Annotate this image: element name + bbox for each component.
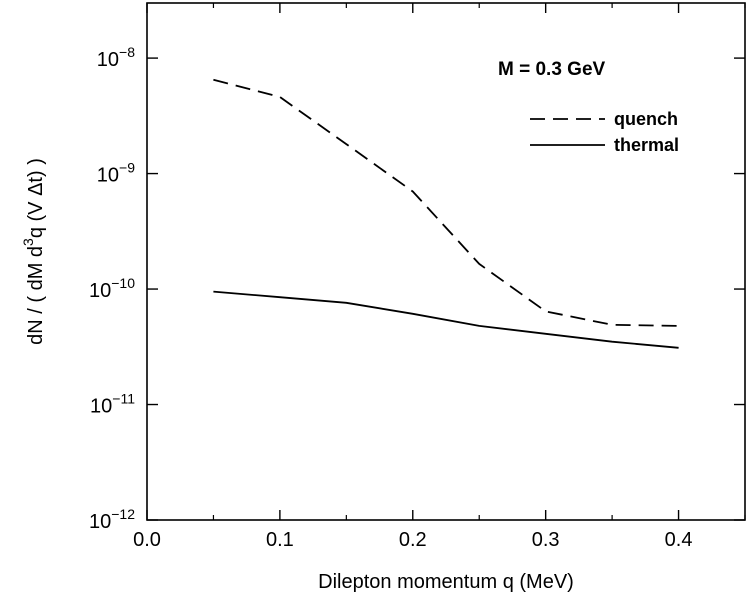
x-axis-title: Dilepton momentum q (MeV) xyxy=(318,571,574,593)
x-tick-label: 0.2 xyxy=(399,529,427,551)
y-tick-base: 10 xyxy=(89,280,111,302)
legend-label-thermal: thermal xyxy=(614,135,679,155)
x-tick-label: 0.4 xyxy=(665,529,693,551)
y-tick-exponent: −11 xyxy=(112,391,135,407)
y-tick-label: 10−8 xyxy=(97,44,135,71)
y-tick-base: 10 xyxy=(97,165,119,187)
y-tick-label: 10−11 xyxy=(90,391,135,418)
axis-ticks xyxy=(146,3,746,521)
y-tick-exponent: −12 xyxy=(111,506,135,522)
plot-frame xyxy=(146,2,746,521)
x-tick-label: 0.0 xyxy=(133,529,161,551)
y-tick-label: 10−9 xyxy=(97,160,135,187)
x-tick-label: 0.1 xyxy=(266,529,294,551)
y-tick-exponent: −9 xyxy=(119,160,135,176)
legend-label-quench: quench xyxy=(614,109,678,129)
series-layer xyxy=(213,78,679,349)
x-tick-label: 0.3 xyxy=(532,529,560,551)
y-title-part: dN / ( dM d xyxy=(25,246,47,345)
y-axis-title: dN / ( dM d3q (V Δt) ) xyxy=(20,158,47,345)
y-tick-base: 10 xyxy=(97,49,119,71)
legend: quench thermal xyxy=(530,109,679,155)
y-tick-label: 10−10 xyxy=(89,275,135,302)
y-tick-label: 10−12 xyxy=(89,506,135,533)
y-title-superscript: 3 xyxy=(20,238,36,246)
y-title-part: q (V xyxy=(25,196,47,238)
y-title-part: t) ) xyxy=(25,158,47,182)
series-line-thermal xyxy=(213,290,679,349)
y-tick-exponent: −10 xyxy=(111,275,135,291)
y-title-delta: Δ xyxy=(25,183,47,196)
chart-annotation: M = 0.3 GeV xyxy=(498,59,606,80)
y-tick-base: 10 xyxy=(90,396,112,418)
y-tick-exponent: −8 xyxy=(119,44,135,60)
series-line-quench xyxy=(213,78,679,327)
y-tick-base: 10 xyxy=(89,511,111,533)
